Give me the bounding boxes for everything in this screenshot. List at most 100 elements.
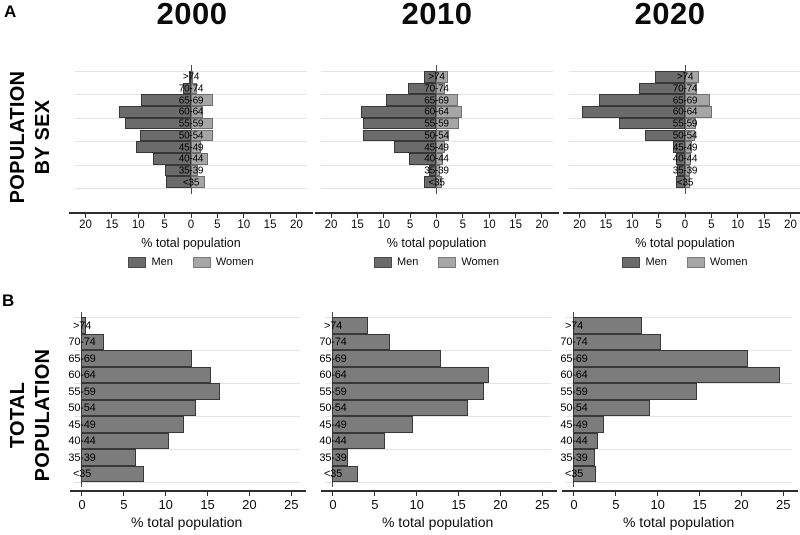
axis-tick: [111, 214, 113, 218]
tick-label: 15: [200, 497, 215, 512]
age-label: 45-49: [672, 142, 698, 154]
men-bar: [424, 71, 437, 83]
women-bar: [190, 117, 213, 130]
gridline: [73, 317, 300, 318]
gridline: [565, 317, 792, 318]
women-bar: [684, 117, 696, 130]
age-label: 70-74: [424, 83, 449, 95]
tick-label: 0: [433, 219, 440, 231]
tick-label: 0: [187, 219, 195, 231]
women-bar: [190, 176, 205, 188]
total-bar: [81, 416, 184, 433]
axis-tick: [383, 214, 385, 218]
legend-item-women: Women: [686, 256, 748, 268]
axis-line: [563, 212, 800, 214]
tick-label: 20: [493, 497, 508, 512]
tick-label: 5: [708, 219, 715, 231]
age-label: 60-64: [424, 106, 449, 118]
axis-tick: [684, 214, 686, 218]
age-label: 35-39: [319, 451, 347, 464]
women-bar: [436, 71, 448, 83]
tick-label: 20: [324, 219, 338, 231]
age-label: 40-44: [672, 153, 698, 165]
axis-tick: [737, 214, 739, 218]
legend-item-women: Women: [192, 256, 254, 268]
tick-label: 25: [284, 497, 299, 512]
total-plot-2020: >74 70-74 65-69 60-64 55-59 50-54 45-49 40-44 35…: [560, 310, 792, 490]
men-bar: [639, 82, 685, 95]
legend-item-men: Men: [128, 256, 173, 268]
axis-tick: [216, 214, 218, 218]
axis-tick: [782, 492, 784, 496]
age-label: >74: [676, 71, 694, 83]
axis-tick: [488, 214, 490, 218]
men-bar: [165, 176, 191, 188]
axis-tick: [81, 492, 83, 496]
axis-tick: [573, 492, 575, 496]
women-bar: [436, 129, 450, 142]
men-bar: [136, 141, 191, 153]
age-label: 55-59: [672, 118, 698, 130]
women-bar: [436, 152, 444, 165]
men-bar: [152, 152, 191, 165]
tick-label: 20: [79, 219, 92, 231]
legend-label-women: Women: [215, 256, 254, 268]
axis-tick: [123, 492, 125, 496]
legend-label-men: Men: [645, 256, 667, 268]
tick-label: 10: [377, 219, 391, 231]
age-label: 65-69: [319, 352, 347, 365]
tick-label: 15: [451, 497, 466, 512]
tick-label: 0: [78, 497, 86, 512]
age-label: 50-54: [424, 130, 449, 142]
men-bar: [118, 106, 191, 118]
axis-tick: [579, 214, 581, 218]
women-bar: [436, 141, 446, 153]
gridline: [73, 416, 300, 417]
legend-label-women: Women: [709, 256, 748, 268]
panel-a-letter: A: [4, 2, 17, 21]
panel-b-axis-title: TOTAL POPULATION: [5, 300, 57, 530]
axis-tick: [248, 492, 250, 496]
pyramid-plot-2010: >74 70-74 65-69 60-64 55-59 50-54 45-49 40-44 35…: [320, 62, 553, 212]
age-label: 70-74: [178, 83, 204, 95]
age-label: 60-64: [68, 369, 96, 382]
gridline: [73, 449, 300, 450]
men-swatch-icon: [622, 256, 641, 268]
x-axis: 20 15 10 5 0 5 10 15 20: [69, 212, 313, 234]
tick-label: 5: [655, 219, 662, 231]
axis-tick: [605, 214, 607, 218]
total-bar: [332, 465, 359, 482]
total-bar: [81, 333, 105, 350]
age-label: 60-64: [672, 106, 698, 118]
axis-tick: [409, 214, 411, 218]
total-bar: [81, 449, 136, 466]
axis-tick: [330, 214, 332, 218]
legend-item-men: Men: [373, 256, 418, 268]
men-swatch-icon: [373, 256, 392, 268]
total-bar: [81, 366, 212, 383]
pyramid-plot-2000: >74 70-74 65-69 60-64 55-59 50-54 45-49 40-44 35…: [75, 62, 307, 212]
total-bar: [81, 317, 86, 334]
column-title-2010: 2010: [401, 0, 473, 31]
panel-b-letter: B: [2, 291, 15, 310]
total-bar: [332, 449, 349, 466]
total-bar: [573, 465, 597, 482]
women-swatch-icon: [192, 256, 211, 268]
axis-tick: [374, 492, 376, 496]
age-label: 70-74: [68, 336, 96, 349]
age-label: 40-44: [319, 435, 347, 448]
axis-tick: [165, 492, 167, 496]
tick-label: 10: [731, 219, 745, 231]
axis-tick: [269, 214, 271, 218]
age-label: <35: [72, 468, 92, 481]
age-label: 60-64: [560, 369, 588, 382]
total-bar: [573, 416, 605, 433]
age-label: 40-44: [178, 153, 204, 165]
axis-tick: [356, 214, 358, 218]
axis-line: [69, 212, 313, 214]
tick-label: 15: [351, 219, 364, 231]
age-label: >74: [323, 319, 343, 332]
axis-tick: [436, 214, 437, 218]
tick-label: 20: [290, 219, 303, 231]
